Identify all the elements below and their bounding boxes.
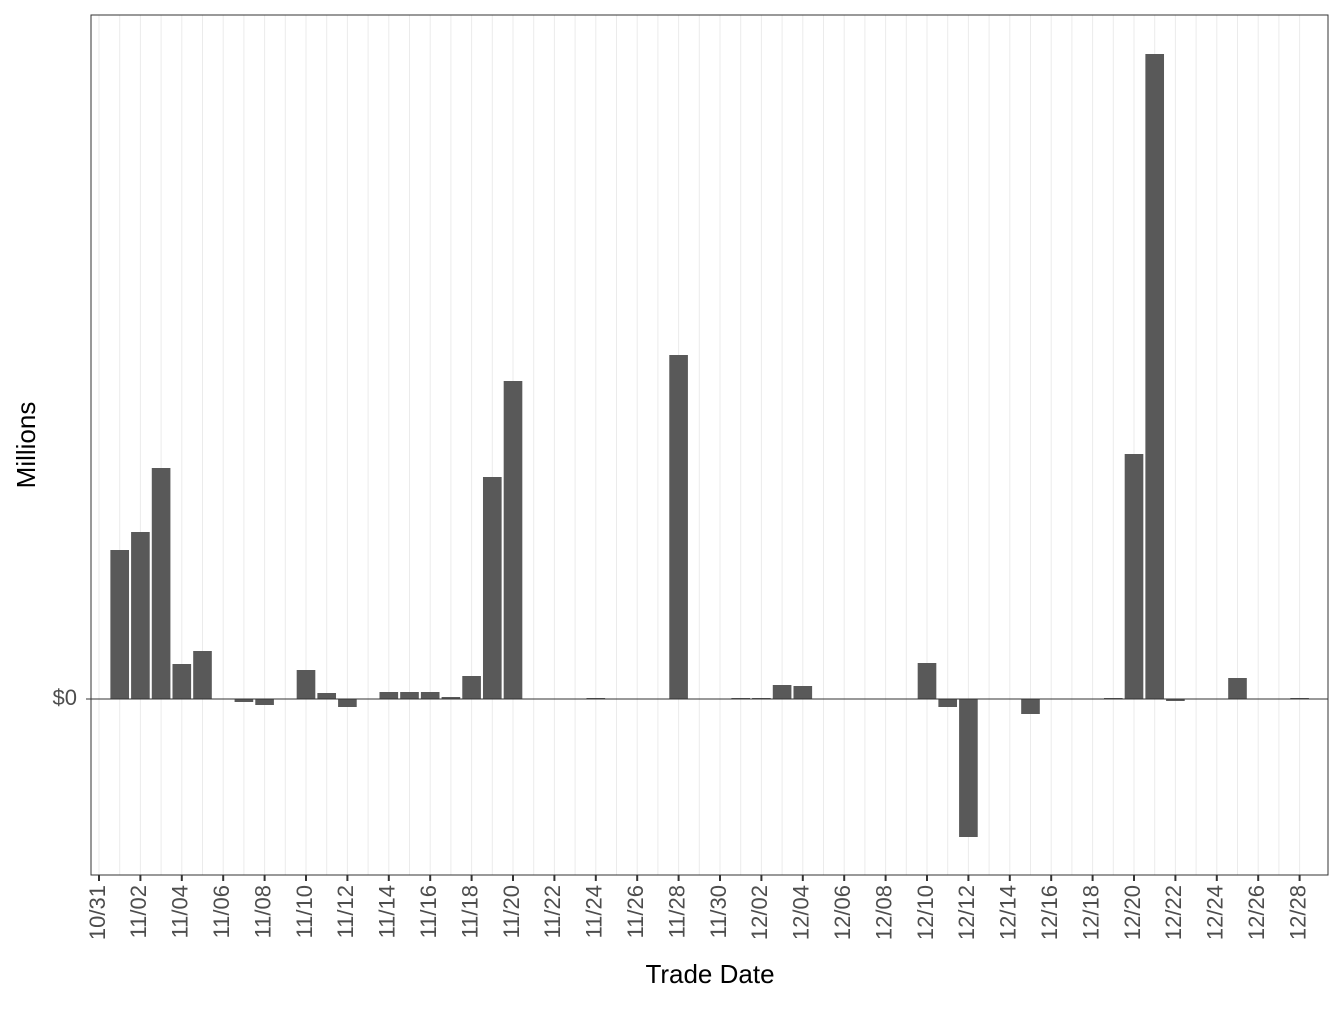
bar [400,692,419,699]
x-tick-label: 11/08 [250,885,275,938]
x-tick-label: 12/04 [789,885,814,940]
plot-frame [90,14,1329,876]
x-tick-label: 11/24 [582,885,607,938]
bar [338,699,357,707]
bar [379,692,399,699]
x-tick-label: 12/10 [913,885,938,940]
x-tick-label: 10/31 [85,885,110,940]
bar [420,692,440,699]
x-axis-title: Trade Date [645,959,774,989]
x-tick-label: 11/30 [706,885,731,938]
x-tick-label: 12/02 [747,885,772,940]
x-tick-label: 11/26 [623,885,648,938]
x-tick-label: 11/16 [416,885,441,938]
x-tick-label: 11/10 [292,885,317,938]
y-axis-title: Millions [11,402,41,489]
bar [938,699,958,707]
y-tick-label: $0 [53,685,77,710]
x-tick-label: 11/18 [457,885,482,938]
bar [772,685,792,699]
x-tick-label: 11/28 [664,885,689,938]
bar [1228,678,1247,699]
bar [131,532,150,699]
bar [193,651,212,699]
x-tick-label: 12/28 [1285,885,1310,940]
bar [1166,699,1185,701]
bar [1124,454,1144,699]
x-tick-label: 12/18 [1078,885,1103,940]
bar [503,381,523,699]
x-tick-label: 11/12 [333,885,358,938]
x-tick-label: 12/24 [1203,885,1228,940]
x-tick-label: 12/06 [830,885,855,940]
x-tick-label: 12/16 [1037,885,1062,940]
x-tick-label: 11/14 [375,885,400,938]
bar [234,699,254,702]
x-tick-label: 11/04 [168,885,193,938]
x-tick-label: 12/12 [954,885,979,940]
bar [1145,54,1165,699]
bar [482,477,502,699]
x-tick-label: 12/14 [996,885,1021,940]
bar [462,676,481,699]
bar [151,468,171,699]
bar [110,550,130,699]
x-tick-label: 12/22 [1161,885,1186,940]
x-tick-label: 12/08 [871,885,896,940]
x-tick-label: 12/20 [1120,885,1145,940]
bar [1021,699,1040,714]
x-tick-label: 11/06 [209,885,234,938]
bar [959,699,978,837]
x-tick-label: 11/20 [499,885,524,938]
x-tick-label: 12/26 [1244,885,1269,940]
bar [317,693,337,699]
bar [669,355,688,699]
bar [255,699,274,705]
bar [441,697,461,699]
bar [296,670,316,699]
bar [793,686,813,699]
bar [917,663,937,699]
x-tick-label: 11/02 [126,885,151,938]
x-tick-label: 11/22 [540,885,565,938]
bar [172,664,192,699]
